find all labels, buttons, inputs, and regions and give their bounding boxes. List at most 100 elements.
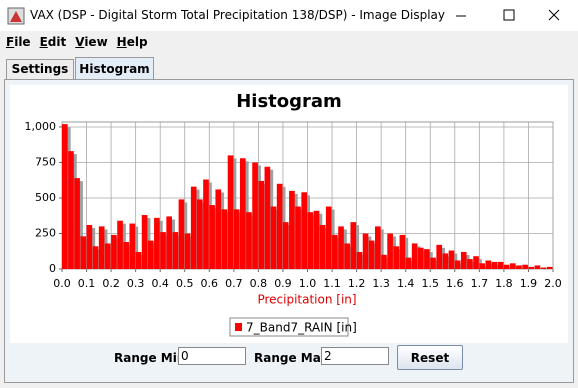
bar bbox=[405, 257, 412, 269]
bar-shadow bbox=[476, 259, 482, 269]
bar-shadow bbox=[482, 266, 488, 269]
range-min-input[interactable] bbox=[178, 347, 246, 365]
bar bbox=[160, 232, 166, 269]
bar bbox=[417, 247, 424, 269]
bar-shadow bbox=[513, 266, 519, 269]
reset-button[interactable]: Reset bbox=[397, 345, 463, 370]
x-tick-label: 1.1 bbox=[323, 277, 341, 290]
bar bbox=[307, 212, 314, 269]
x-tick-label: 1.3 bbox=[372, 277, 390, 290]
bar bbox=[399, 234, 406, 269]
bar-shadow bbox=[304, 195, 310, 269]
bar bbox=[325, 206, 332, 269]
tab-active[interactable]: Histogram bbox=[75, 57, 154, 80]
bar bbox=[129, 223, 136, 269]
x-axis-label: Precipitation [in] bbox=[257, 293, 356, 307]
x-tick-label: 0.9 bbox=[274, 277, 292, 290]
bar-shadow bbox=[144, 218, 151, 269]
bar bbox=[467, 259, 473, 269]
range-max-input[interactable] bbox=[321, 347, 389, 365]
chart: Histogram Precipitation [in] 0.0 0.1 0.2 0.… bbox=[25, 91, 562, 337]
bar-shadow bbox=[169, 219, 175, 269]
range-max-label: Range Max bbox=[254, 351, 329, 365]
bar bbox=[497, 261, 504, 269]
bar bbox=[289, 190, 295, 269]
bar bbox=[111, 234, 117, 269]
bar bbox=[282, 222, 289, 269]
y-tick-label: 750 bbox=[35, 155, 56, 168]
bar-shadow bbox=[378, 229, 384, 269]
bar bbox=[172, 232, 179, 269]
bar bbox=[503, 264, 510, 269]
bar-shadow bbox=[200, 202, 206, 269]
bar-shadow bbox=[353, 225, 360, 269]
bar-shadow bbox=[71, 154, 77, 269]
bar-shadow bbox=[420, 250, 427, 269]
bar bbox=[460, 251, 467, 269]
x-tick-label: 1.7 bbox=[471, 277, 489, 290]
bar bbox=[209, 205, 215, 269]
bar-shadow bbox=[310, 215, 317, 269]
bar bbox=[411, 243, 418, 269]
bar bbox=[448, 250, 455, 269]
bar-shadow bbox=[470, 262, 476, 269]
bar-shadow bbox=[77, 181, 83, 269]
x-tick-label: 0.2 bbox=[102, 277, 120, 290]
bar bbox=[479, 263, 485, 269]
bar-shadow bbox=[488, 263, 495, 269]
bar bbox=[270, 206, 277, 269]
bar bbox=[393, 246, 400, 269]
window-title: VAX (DSP - Digital Storm Total Precipita… bbox=[30, 8, 446, 22]
x-tick-label: 1.6 bbox=[446, 277, 464, 290]
bar bbox=[92, 246, 99, 269]
bar bbox=[215, 189, 222, 269]
bar-shadow bbox=[138, 254, 145, 269]
bar-shadow bbox=[230, 158, 237, 269]
bar-shadow bbox=[335, 237, 341, 269]
bar-shadow bbox=[89, 227, 96, 269]
bar bbox=[375, 226, 381, 269]
bar bbox=[534, 265, 541, 269]
menu-item[interactable]: Edit bbox=[39, 35, 67, 49]
bar bbox=[123, 242, 130, 269]
bar bbox=[264, 166, 271, 269]
bar-shadow bbox=[328, 209, 335, 269]
bar-shadow bbox=[157, 220, 163, 269]
bar bbox=[246, 212, 252, 269]
bar bbox=[221, 209, 228, 269]
bar-shadow bbox=[181, 202, 188, 269]
bar-shadow bbox=[371, 243, 378, 269]
bar bbox=[98, 226, 105, 269]
bar-shadow bbox=[187, 236, 194, 269]
range-min-label: Range Min bbox=[114, 351, 186, 365]
menu-item[interactable]: Help bbox=[116, 35, 148, 49]
bar-shadow bbox=[537, 268, 544, 269]
legend-swatch bbox=[235, 323, 242, 331]
bar bbox=[252, 162, 258, 269]
bar bbox=[184, 233, 191, 269]
x-tick-label: 0.1 bbox=[78, 277, 96, 290]
bar bbox=[203, 179, 209, 269]
tab[interactable]: Settings bbox=[6, 59, 74, 79]
x-tick-label: 0.5 bbox=[176, 277, 194, 290]
window-buttons[interactable] bbox=[438, 0, 578, 31]
bar-shadow bbox=[126, 245, 133, 269]
bar bbox=[491, 261, 498, 269]
bar-shadow bbox=[150, 243, 157, 269]
bar-shadow bbox=[457, 263, 464, 269]
y-tick-label: 500 bbox=[35, 191, 56, 204]
bar-shadow bbox=[408, 260, 415, 269]
x-tick-label: 2.0 bbox=[544, 277, 562, 290]
bar bbox=[381, 254, 387, 269]
bar-shadow bbox=[206, 182, 212, 269]
bar bbox=[117, 220, 123, 269]
menu-item[interactable]: View bbox=[75, 35, 108, 49]
bar-shadow bbox=[292, 193, 298, 269]
bar bbox=[227, 155, 234, 269]
bar bbox=[540, 267, 547, 269]
x-tick-label: 1.5 bbox=[422, 277, 440, 290]
bar-shadow bbox=[359, 254, 366, 269]
menu-item[interactable]: File bbox=[6, 35, 31, 49]
bar-shadow bbox=[107, 246, 114, 269]
